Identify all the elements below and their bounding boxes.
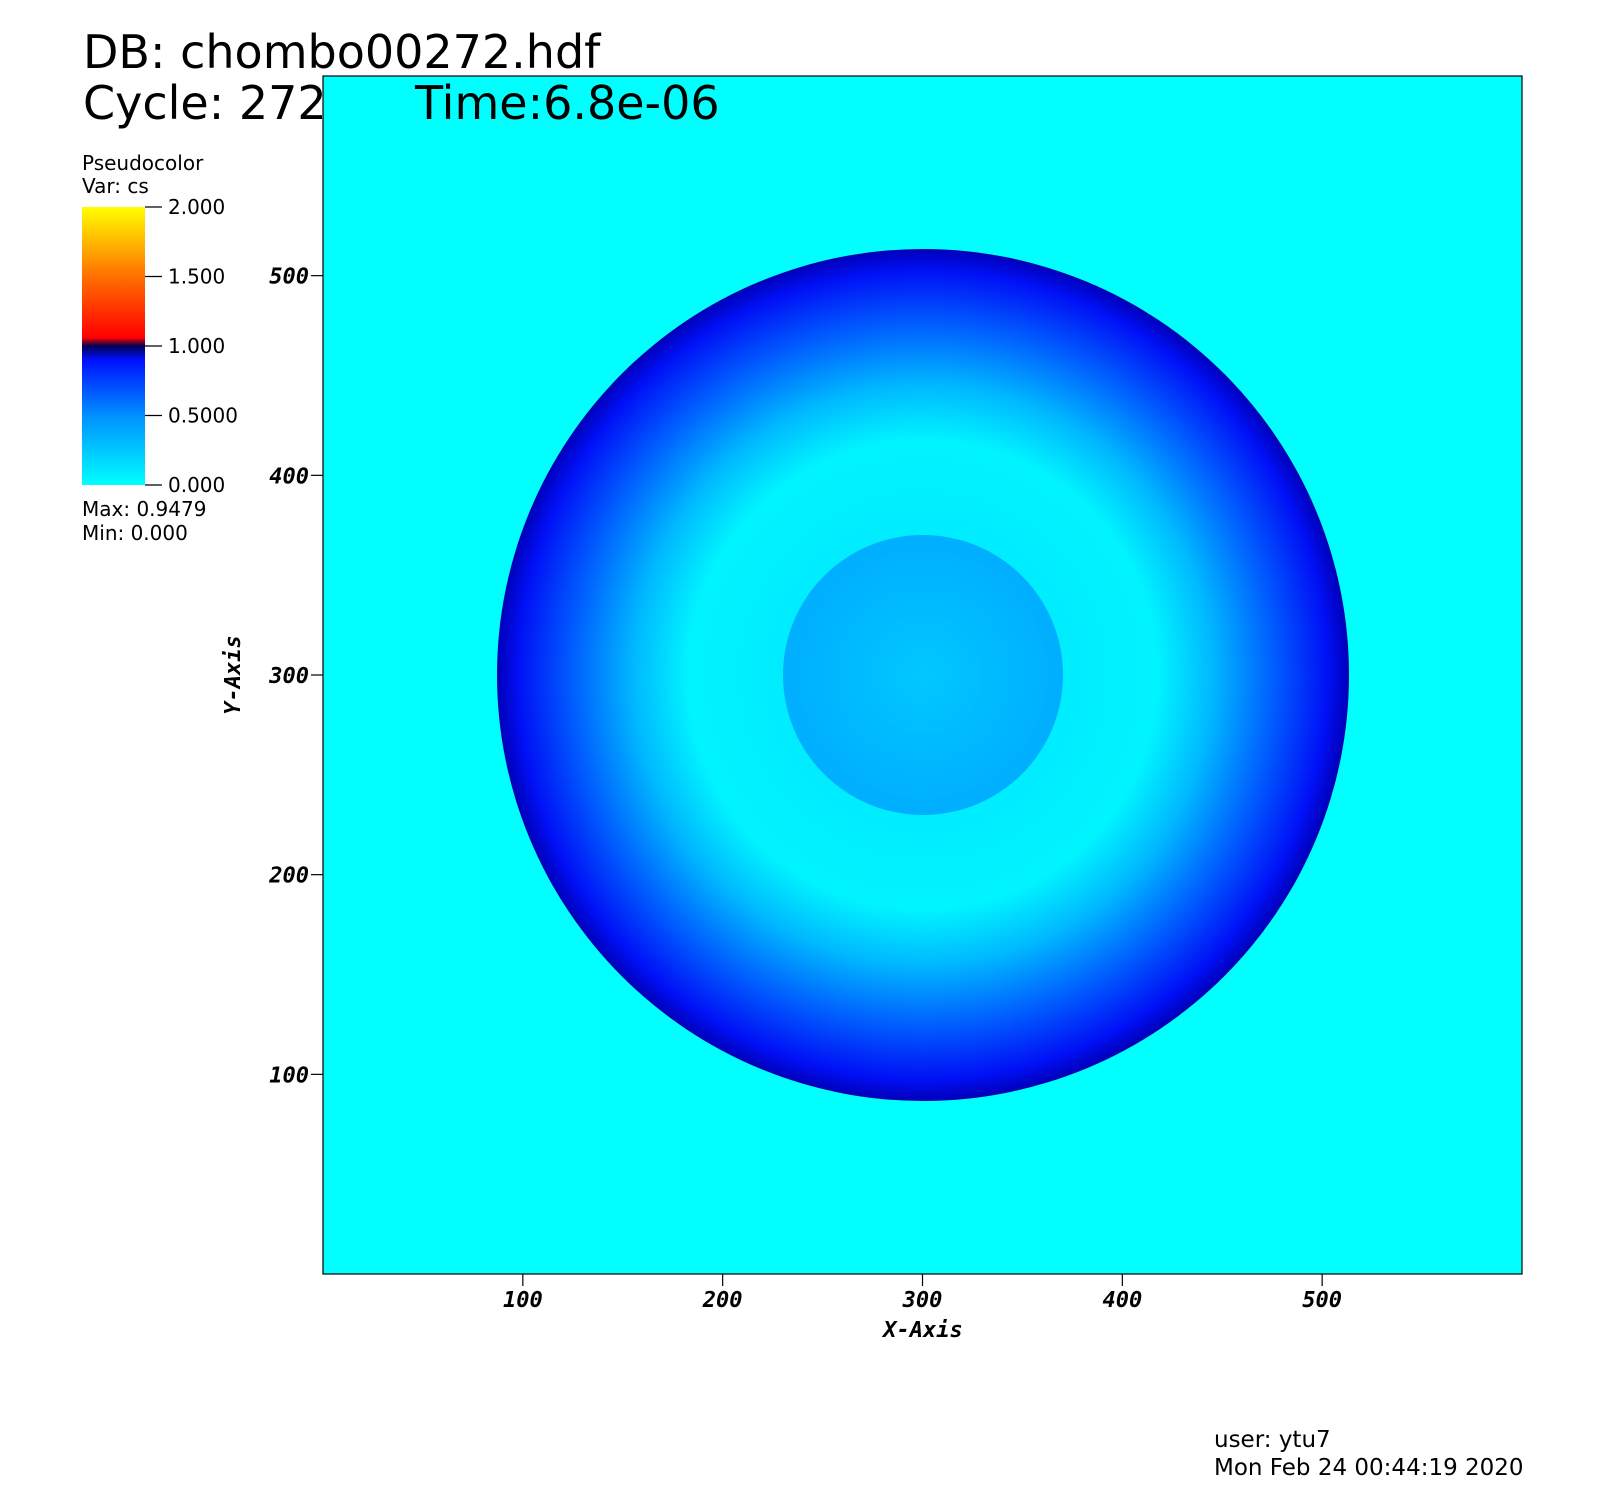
colorbar-tick-label: 1.000 bbox=[168, 334, 225, 358]
time: Time:6.8e-06 bbox=[414, 76, 720, 130]
legend-title: Pseudocolor bbox=[82, 151, 204, 175]
y-tick-label: 400 bbox=[269, 464, 309, 489]
core bbox=[783, 535, 1063, 815]
y-tick-label: 200 bbox=[268, 864, 309, 889]
x-tick-label: 500 bbox=[1302, 1288, 1342, 1313]
x-axis-label: X-Axis bbox=[881, 1318, 962, 1343]
title: DB: chombo00272.hdf bbox=[83, 25, 602, 79]
y-tick-label: 500 bbox=[269, 265, 309, 290]
x-tick-label: 400 bbox=[1102, 1288, 1142, 1313]
colorbar-tick-label: 0.5000 bbox=[168, 404, 238, 428]
x-tick-label: 100 bbox=[503, 1288, 543, 1313]
cycle: Cycle: 272 bbox=[83, 76, 327, 130]
y-tick-label: 300 bbox=[268, 664, 309, 689]
legend-min: Min: 0.000 bbox=[82, 521, 188, 545]
colorbar-tick-label: 2.000 bbox=[168, 195, 225, 219]
user: user: ytu7 bbox=[1214, 1427, 1331, 1453]
x-tick-label: 300 bbox=[902, 1288, 943, 1313]
colorbar-tick-label: 0.000 bbox=[168, 473, 225, 497]
timestamp: Mon Feb 24 00:44:19 2020 bbox=[1214, 1455, 1524, 1481]
colorbar bbox=[82, 207, 145, 485]
legend-max: Max: 0.9479 bbox=[82, 497, 206, 521]
y-tick-label: 100 bbox=[269, 1063, 309, 1088]
y-axis-label: Y-Axis bbox=[221, 635, 246, 714]
legend-variable: Var: cs bbox=[82, 174, 149, 198]
colorbar-tick-label: 1.500 bbox=[168, 265, 225, 289]
x-tick-label: 200 bbox=[702, 1288, 743, 1313]
